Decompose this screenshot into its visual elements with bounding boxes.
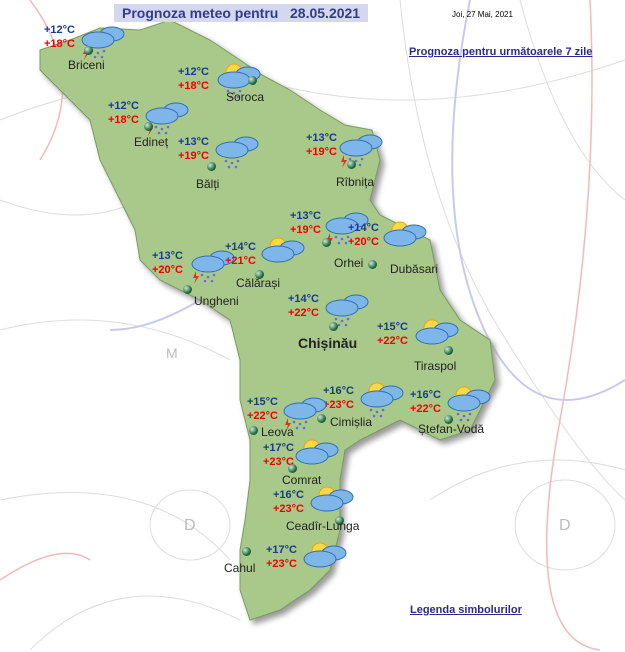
min-temperature: +16°C bbox=[323, 385, 355, 397]
city-marker-icon[interactable] bbox=[242, 547, 251, 556]
min-temperature: +13°C bbox=[178, 136, 210, 148]
sun-cloud-icon bbox=[258, 234, 310, 279]
min-temperature: +17°C bbox=[263, 442, 295, 454]
city-marker-icon[interactable] bbox=[329, 322, 338, 331]
city-marker-icon[interactable] bbox=[335, 516, 344, 525]
max-temperature: +19°C bbox=[290, 224, 322, 236]
city-marker-icon[interactable] bbox=[317, 414, 326, 423]
max-temperature: +21°C bbox=[225, 255, 257, 267]
min-temperature: +13°C bbox=[290, 210, 322, 222]
city-name: Cimișlia bbox=[330, 415, 372, 429]
city-marker-icon[interactable] bbox=[322, 238, 331, 247]
city-name: Tiraspol bbox=[414, 359, 457, 373]
max-temperature: +22°C bbox=[377, 335, 409, 347]
city-marker-icon[interactable] bbox=[248, 76, 257, 85]
max-temperature: +18°C bbox=[108, 114, 140, 126]
sun-cloud-icon bbox=[412, 316, 464, 361]
city-name: Ștefan-Vodă bbox=[418, 422, 485, 436]
max-temperature: +23°C bbox=[263, 456, 295, 468]
max-temperature: +20°C bbox=[152, 264, 184, 276]
city-marker-icon[interactable] bbox=[144, 122, 153, 131]
city-marker-icon[interactable] bbox=[207, 162, 216, 171]
city-name: Călărași bbox=[236, 276, 281, 290]
city-name: Soroca bbox=[226, 90, 265, 104]
sun-cloud-icon bbox=[307, 483, 359, 528]
city-name: Ceadîr-Lunga bbox=[286, 519, 360, 533]
min-temperature: +13°C bbox=[152, 250, 184, 262]
min-temperature: +12°C bbox=[108, 100, 140, 112]
city-marker-icon[interactable] bbox=[255, 270, 264, 279]
city-marker-icon[interactable] bbox=[368, 260, 377, 269]
min-temperature: +12°C bbox=[44, 24, 76, 36]
storm-rain-icon bbox=[280, 391, 332, 436]
max-temperature: +23°C bbox=[323, 399, 355, 411]
min-temperature: +14°C bbox=[288, 293, 320, 305]
city-name: Cahul bbox=[224, 561, 256, 575]
legend-link[interactable]: Legenda simbolurilor bbox=[410, 604, 522, 616]
min-temperature: +15°C bbox=[247, 396, 279, 408]
city-marker-icon[interactable] bbox=[444, 415, 453, 424]
city-marker-icon[interactable] bbox=[84, 46, 93, 55]
cloud-rain-icon bbox=[212, 130, 264, 175]
sun-cloud-icon bbox=[380, 218, 432, 263]
city-marker-icon[interactable] bbox=[444, 346, 453, 355]
cloud-rain-icon bbox=[322, 288, 374, 333]
min-temperature: +17°C bbox=[266, 544, 298, 556]
storm-rain-icon bbox=[336, 128, 388, 173]
city-name: Leova bbox=[261, 425, 294, 439]
city-name: Ungheni bbox=[194, 294, 239, 308]
sun-cloud-icon bbox=[292, 436, 344, 481]
max-temperature: +19°C bbox=[306, 146, 338, 158]
city-name: Comrat bbox=[282, 473, 322, 487]
min-temperature: +16°C bbox=[273, 489, 305, 501]
sun-cloud-rain-icon bbox=[357, 379, 409, 424]
max-temperature: +22°C bbox=[410, 403, 442, 415]
sun-cloud-rain-icon bbox=[214, 60, 266, 105]
storm-rain-icon bbox=[322, 206, 374, 251]
storm-rain-icon bbox=[142, 96, 194, 141]
min-temperature: +14°C bbox=[348, 222, 380, 234]
max-temperature: +23°C bbox=[273, 503, 305, 515]
max-temperature: +22°C bbox=[288, 307, 320, 319]
city-name: Dubăsari bbox=[390, 262, 439, 276]
page-title: Prognoza meteo pentru 28.05.2021 bbox=[114, 4, 369, 22]
sun-cloud-icon bbox=[300, 539, 352, 584]
city-name: Orhei bbox=[334, 256, 364, 270]
min-temperature: +12°C bbox=[178, 66, 210, 78]
min-temperature: +15°C bbox=[377, 321, 409, 333]
city-name: Bălți bbox=[196, 177, 220, 191]
max-temperature: +18°C bbox=[178, 80, 210, 92]
city-name: Edineț bbox=[134, 135, 169, 149]
city-marker-icon[interactable] bbox=[249, 426, 258, 435]
storm-rain-icon bbox=[188, 244, 240, 289]
sun-cloud-rain-icon bbox=[444, 383, 496, 428]
max-temperature: +20°C bbox=[348, 236, 380, 248]
svg-text:M: M bbox=[166, 345, 178, 361]
min-temperature: +14°C bbox=[225, 241, 257, 253]
max-temperature: +23°C bbox=[266, 558, 298, 570]
city-name: Briceni bbox=[68, 58, 105, 72]
max-temperature: +19°C bbox=[178, 150, 210, 162]
max-temperature: +22°C bbox=[247, 410, 279, 422]
city-marker-icon[interactable] bbox=[183, 285, 192, 294]
min-temperature: +13°C bbox=[306, 132, 338, 144]
city-name: Rîbnița bbox=[336, 175, 375, 189]
city-marker-icon[interactable] bbox=[347, 160, 356, 169]
max-temperature: +18°C bbox=[44, 38, 76, 50]
city-marker-icon[interactable] bbox=[288, 464, 297, 473]
svg-text:D: D bbox=[559, 517, 571, 534]
seven-day-forecast-link[interactable]: Prognoza pentru următoarele 7 zile bbox=[409, 46, 593, 58]
city-name: Chișinău bbox=[298, 335, 358, 351]
min-temperature: +16°C bbox=[410, 389, 442, 401]
svg-text:D: D bbox=[184, 517, 196, 534]
current-date: Joi, 27 Mai, 2021 bbox=[452, 10, 513, 19]
